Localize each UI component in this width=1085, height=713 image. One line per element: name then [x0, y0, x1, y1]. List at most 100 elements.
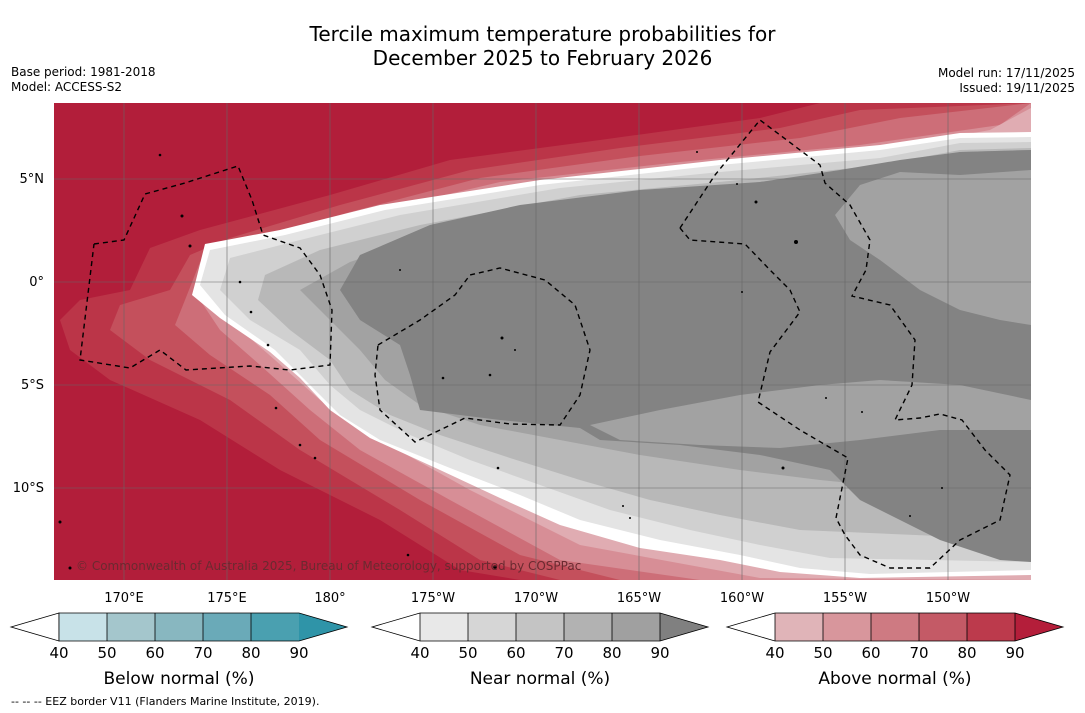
- colorbar-below-swatch: [203, 613, 251, 641]
- island: [441, 376, 445, 380]
- colorbar-near-upper-arrow: [660, 613, 708, 641]
- model-run: Model run: 17/11/2025: [937, 66, 1075, 80]
- colorbar-below-swatch: [251, 613, 299, 641]
- lat-label-0: 0°: [29, 275, 44, 290]
- island: [861, 411, 863, 413]
- gridlines: [54, 103, 1031, 580]
- lon-label-165w: 165°W: [617, 591, 661, 606]
- colorbar-above-tick: 50: [813, 644, 832, 662]
- colorbar-above-tick: 70: [909, 644, 928, 662]
- colorbar-near-tick: 60: [506, 644, 525, 662]
- colorbar-near-label: Near normal (%): [470, 669, 610, 689]
- colorbar-above-tick: 60: [861, 644, 880, 662]
- colorbar-above-upper-arrow: [1015, 613, 1063, 641]
- colorbar-near-swatch: [468, 613, 516, 641]
- island: [399, 269, 401, 271]
- copyright-notice: © Commonwealth of Australia 2025, Bureau…: [76, 559, 581, 573]
- eez-legend-note: -- -- -- EEZ border V11 (Flanders Marine…: [11, 695, 320, 708]
- lat-tick-labels: 5°N 0° 5°S 10°S: [13, 172, 44, 496]
- colorbar-above-tick: 40: [765, 644, 784, 662]
- island: [249, 310, 253, 314]
- island: [794, 240, 798, 244]
- title-line-1: Tercile maximum temperature probabilitie…: [309, 22, 776, 46]
- lon-label-170e: 170°E: [104, 591, 144, 606]
- chart-title: Tercile maximum temperature probabilitie…: [0, 22, 1085, 70]
- island: [781, 466, 785, 470]
- lat-label-10s: 10°S: [13, 481, 44, 496]
- near-normal-70-patch-east: [835, 170, 1031, 325]
- lon-label-150w: 150°W: [926, 591, 970, 606]
- colorbar-above-lower-arrow: [727, 613, 775, 641]
- title-line-2: December 2025 to February 2026: [372, 46, 713, 70]
- colorbar-below-swatch: [107, 613, 155, 641]
- island: [406, 553, 410, 557]
- colorbar-below-tick: 40: [49, 644, 68, 662]
- colorbar-near-lower-arrow: [372, 613, 420, 641]
- island: [909, 515, 911, 517]
- colorbar-near-swatch: [564, 613, 612, 641]
- colorbar-above-normal: 40 50 60 70 80 90 Above normal (%): [725, 612, 1065, 689]
- colorbar-below-swatch: [155, 613, 203, 641]
- lon-label-180: 180°: [314, 591, 345, 606]
- lon-label-170w: 170°W: [514, 591, 558, 606]
- colorbar-below-lower-arrow: [9, 612, 60, 642]
- island: [180, 214, 184, 218]
- island: [274, 406, 278, 410]
- island: [696, 151, 698, 153]
- colorbar-near-normal: 40 50 60 70 80 90 Near normal (%): [370, 612, 710, 689]
- lat-label-5s: 5°S: [21, 378, 44, 393]
- colorbar-above-tick: 80: [957, 644, 976, 662]
- colorbar-below-tick: 80: [241, 644, 260, 662]
- island: [514, 349, 516, 351]
- near-normal-70-patch-south: [590, 380, 1031, 448]
- colorbar-above-swatch: [967, 613, 1015, 641]
- near-normal-90-region: [340, 150, 1031, 562]
- lon-label-155w: 155°W: [823, 591, 867, 606]
- island: [741, 291, 743, 293]
- colorbar-near-swatch: [612, 613, 660, 641]
- island: [496, 466, 500, 470]
- island: [736, 183, 738, 185]
- meta-left: Base period: 1981-2018 Model: ACCESS-S2: [11, 65, 156, 95]
- island: [488, 373, 492, 377]
- eez-borders: [79, 119, 1011, 569]
- island: [629, 517, 631, 519]
- colorbar-near-swatch: [420, 613, 468, 641]
- colorbar-near-swatch: [516, 613, 564, 641]
- lon-tick-labels: 170°E 175°E 180° 175°W 170°W 165°W 160°W…: [104, 591, 970, 606]
- colorbar-near-tick: 40: [410, 644, 429, 662]
- island: [158, 153, 162, 157]
- base-period: Base period: 1981-2018: [11, 65, 156, 79]
- colorbar-below-tick: 70: [193, 644, 212, 662]
- colorbar-below-normal: 40 50 60 70 80 90 Below normal (%): [9, 612, 349, 689]
- colorbar-above-swatch: [871, 613, 919, 641]
- colorbar-near-tick: 90: [650, 644, 669, 662]
- island: [68, 566, 72, 570]
- lon-label-175w: 175°W: [411, 591, 455, 606]
- colorbar-below-tick: 50: [97, 644, 116, 662]
- colorbar-near-tick: 80: [602, 644, 621, 662]
- colorbar-above-label: Above normal (%): [818, 669, 971, 689]
- colorbar-above-tick: 90: [1005, 644, 1024, 662]
- colorbar-below-swatch: [59, 613, 107, 641]
- model-name: Model: ACCESS-S2: [11, 80, 123, 94]
- island: [238, 280, 242, 284]
- island: [825, 397, 827, 399]
- colorbar-below-tick: 90: [289, 644, 308, 662]
- island: [58, 520, 62, 524]
- island: [313, 456, 317, 460]
- colorbar-above-swatch: [919, 613, 967, 641]
- lon-label-160w: 160°W: [720, 591, 764, 606]
- island: [298, 443, 302, 447]
- islands: [58, 151, 943, 570]
- probability-field: [54, 103, 1031, 580]
- colorbar-near-tick: 70: [554, 644, 573, 662]
- colorbar-above-swatch: [775, 613, 823, 641]
- island: [188, 244, 192, 248]
- meta-right: Model run: 17/11/2025 Issued: 19/11/2025: [938, 66, 1075, 96]
- eez-border-kiribati-line: [679, 119, 1011, 569]
- colorbar-below-tick: 60: [145, 644, 164, 662]
- colorbar-below-upper-arrow: [299, 613, 347, 641]
- island: [754, 200, 758, 204]
